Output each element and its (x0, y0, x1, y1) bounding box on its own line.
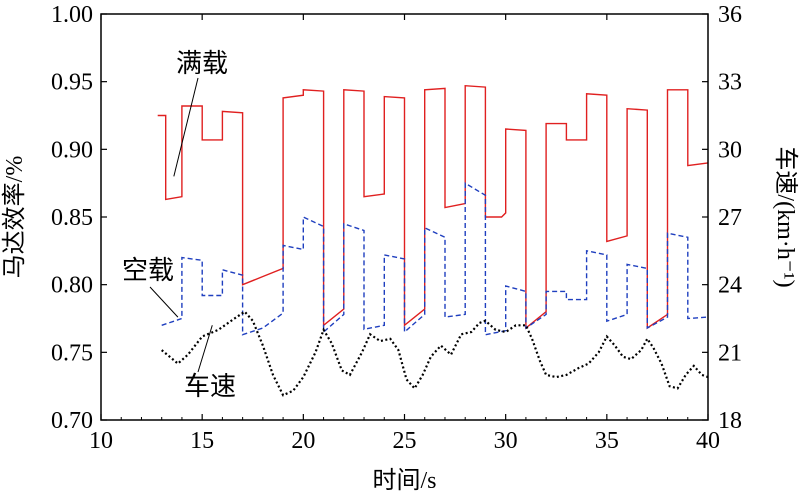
x-tick-label: 35 (595, 428, 619, 454)
left-y-tick-label: 0.85 (51, 205, 93, 231)
full-load-leader-line (173, 77, 199, 177)
x-tick-label: 15 (190, 428, 214, 454)
x-axis-title: 时间/s (372, 467, 436, 494)
vehicle-speed-annotation: 车速 (184, 372, 236, 402)
left-y-tick-label: 0.75 (51, 340, 93, 366)
left-y-tick-label: 0.95 (51, 70, 93, 96)
series-line-full-load (157, 84, 709, 330)
x-tick-label: 30 (494, 428, 518, 454)
right-y-tick-label: 24 (718, 273, 742, 299)
left-y-tick-label: 0.90 (51, 137, 93, 163)
right-y-tick-label: 33 (718, 70, 742, 96)
right-y-tick-label: 27 (718, 205, 742, 231)
series-line-empty-load (161, 181, 709, 336)
right-y-tick-label: 21 (718, 340, 742, 366)
series-line-vehicle-speed (160, 310, 709, 397)
right-y-tick-label: 18 (718, 408, 742, 434)
x-tick-label: 20 (291, 428, 315, 454)
right-y-tick-label: 30 (718, 137, 742, 163)
right-y-tick-label: 36 (718, 2, 742, 28)
left-y-axis-title: 马达效率/% (1, 156, 28, 279)
empty-load-leader-line (149, 286, 179, 318)
left-y-tick-label: 0.70 (51, 408, 93, 434)
left-y-tick-label: 0.80 (51, 273, 93, 299)
x-tick-label: 10 (89, 428, 113, 454)
vehicle-speed-leader-line (197, 325, 213, 373)
x-tick-label: 25 (393, 428, 417, 454)
left-y-tick-label: 1.00 (51, 2, 93, 28)
full-load-annotation: 满载 (176, 49, 228, 79)
right-y-axis-title: 车速/(km·h⁻¹) (772, 146, 799, 287)
x-tick-label: 40 (696, 428, 720, 454)
empty-load-annotation: 空载 (122, 256, 174, 286)
